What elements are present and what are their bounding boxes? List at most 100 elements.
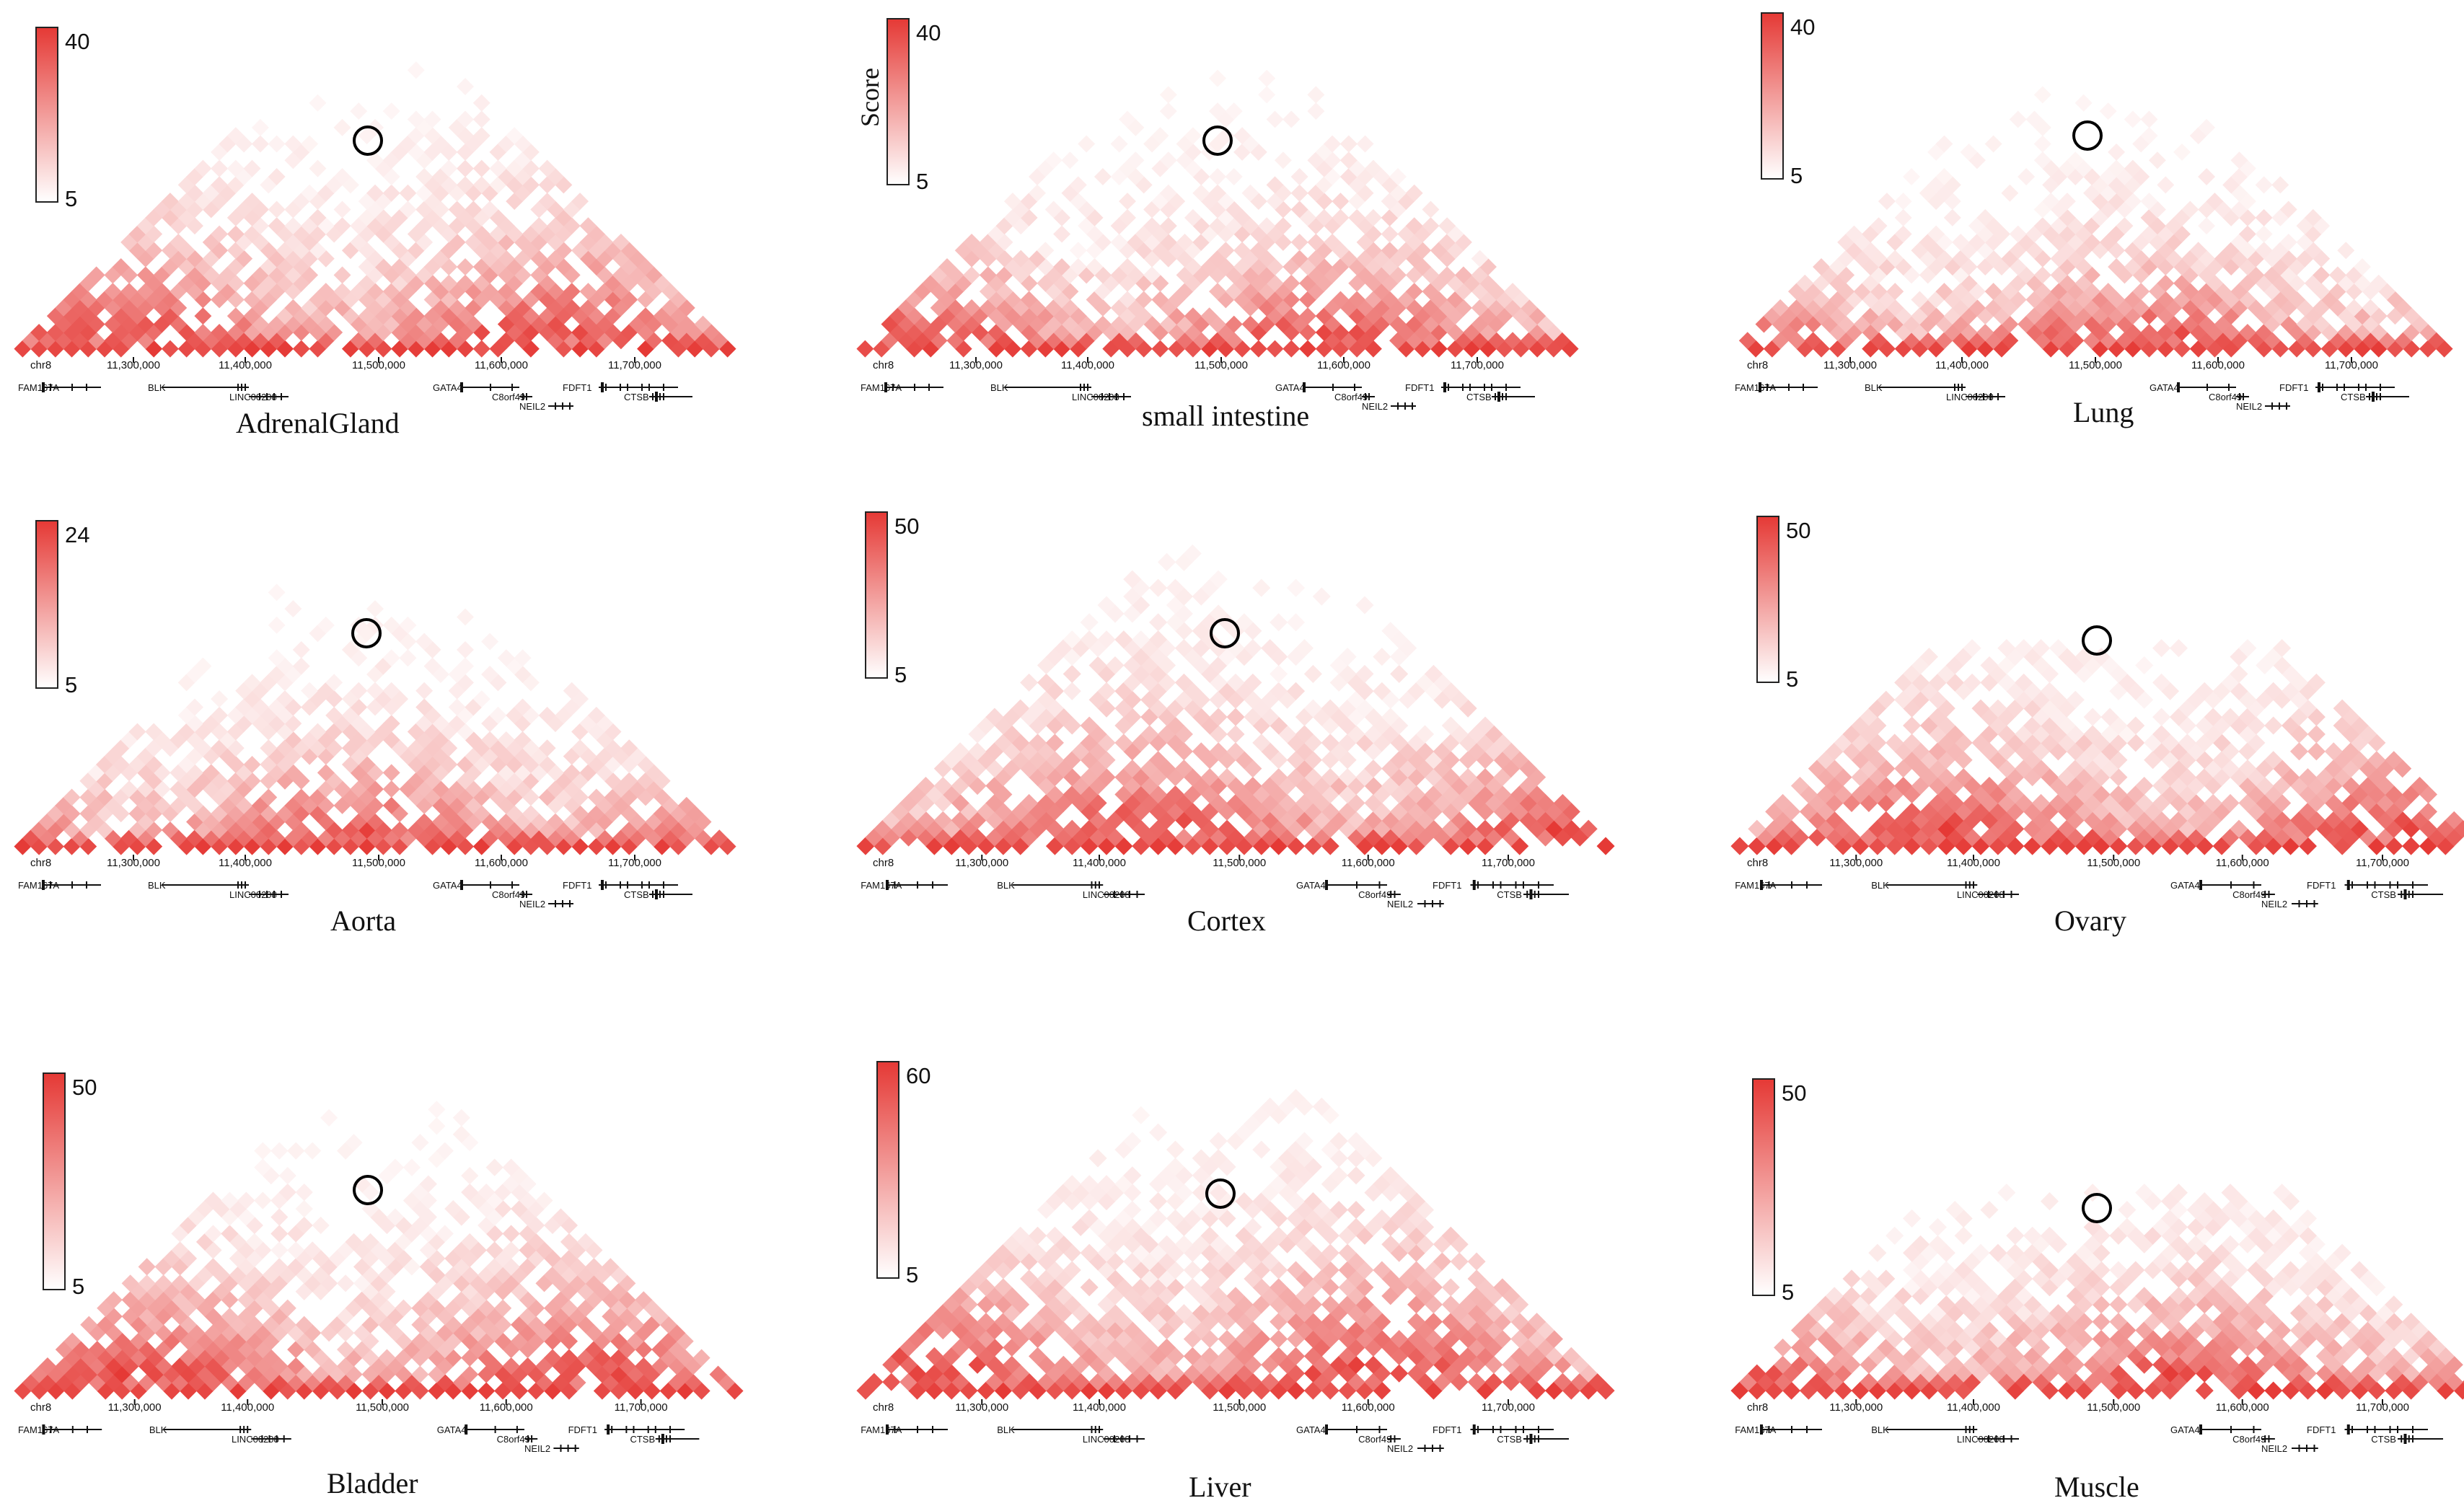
gene-exon-block (2318, 382, 2320, 392)
colorbar (1757, 516, 1779, 682)
axis-tick-label: 11,500,000 (1213, 1401, 1266, 1414)
heatmap-cell (428, 1101, 445, 1118)
heatmap-cell (1258, 86, 1275, 103)
heatmap-cell (2307, 742, 2326, 760)
gene-label: NEIL2 (524, 1443, 550, 1454)
axis-tick-label: 11,400,000 (219, 359, 272, 371)
gene-exon-block (1473, 880, 1476, 890)
heatmap-cell (279, 1167, 296, 1184)
heatmap-cell (1267, 340, 1284, 358)
heatmap-cell (138, 1258, 156, 1275)
heatmap-cell (194, 307, 211, 325)
heatmap-cell (2290, 742, 2308, 760)
gene-label: GATA4 (433, 880, 462, 891)
gene-exon-block (2347, 880, 2350, 890)
colorbar-max-label: 40 (1790, 14, 1815, 40)
heatmap-cell (1209, 168, 1226, 185)
gene-label: FAM167A (18, 382, 59, 393)
axis-tick-label: 11,300,000 (955, 857, 1008, 869)
gene-label: BLK (990, 382, 1008, 393)
heatmap-cell (287, 1142, 304, 1160)
heatmap-cell (270, 1241, 288, 1259)
heatmap-cell (309, 94, 326, 112)
heatmap-cell (2108, 144, 2125, 161)
gene-label: FDFT1 (563, 880, 591, 891)
heatmap-cell (1307, 102, 1324, 120)
gene-label: BLK (148, 382, 166, 393)
axis-tick-label: 11,300,000 (955, 1401, 1008, 1414)
heatmap-cell (882, 1373, 900, 1391)
axis-tick-label: 11,700,000 (1482, 1401, 1535, 1414)
colorbar-max-label: 50 (72, 1075, 97, 1100)
chromosome-label: chr8 (873, 1401, 894, 1414)
gene-label: NEIL2 (1362, 401, 1388, 412)
heatmap-cell (1226, 708, 1244, 726)
gene-label: NEIL2 (519, 899, 545, 909)
gene-exon-block (2404, 889, 2407, 899)
colorbar (1761, 13, 1783, 179)
axis-tick-label: 11,600,000 (1342, 1401, 1395, 1414)
gene-label: FAM167A (861, 1424, 902, 1435)
heatmap-cell (2157, 176, 2174, 193)
heatmap-cell (457, 258, 474, 276)
heatmap (1730, 1184, 2464, 1399)
gene-label: GATA4 (2150, 382, 2179, 393)
gene-label: BLK (1865, 382, 1883, 393)
axis-tick-label: 11,300,000 (107, 359, 160, 371)
heatmap (1730, 639, 2464, 855)
heatmap-cell (1985, 136, 2002, 153)
gene-label: NEIL2 (519, 401, 545, 412)
axis-tick-label: 11,600,000 (480, 1401, 533, 1414)
heatmap-cell (1250, 340, 1267, 358)
gene-label: LINC00208 (1083, 1434, 1130, 1445)
heatmap-cell (2173, 144, 2191, 161)
gene-label: CTSB (624, 392, 649, 402)
gene-label: CTSB (2371, 889, 2396, 900)
axis-tick-label: 11,400,000 (221, 1401, 274, 1414)
heatmap-cell (1094, 168, 1112, 185)
heatmap-cell (2256, 209, 2273, 226)
heatmap-cell (1078, 136, 1095, 153)
heatmap-cell (856, 340, 874, 358)
gene-label: NEIL2 (2261, 899, 2287, 909)
heatmap-cell (1282, 340, 1300, 358)
heatmap-cell (1313, 588, 1331, 606)
colorbar-title: Score (855, 68, 884, 127)
heatmap-cell (2001, 185, 2018, 202)
heatmap-cell (366, 600, 384, 617)
heatmap-cell (334, 201, 351, 218)
gene-label: GATA4 (433, 382, 462, 393)
heatmap-cell (270, 1208, 288, 1225)
axis-tick-label: 11,700,000 (615, 1401, 668, 1414)
heatmap-cell (2307, 725, 2326, 743)
heatmap-cell (1258, 70, 1275, 87)
heatmap-cell (457, 78, 474, 95)
heatmap-cell (1340, 136, 1358, 153)
axis-tick-label: 11,700,000 (1482, 857, 1535, 869)
chromosome-label: chr8 (30, 1401, 51, 1414)
axis-tick-label: 11,400,000 (219, 857, 272, 869)
heatmap-cell (1132, 1106, 1150, 1124)
heatmap-cell (1210, 1132, 1228, 1150)
heatmap-cell (2256, 176, 2273, 193)
heatmap-cell (2010, 110, 2027, 128)
heatmap-cell (1160, 102, 1177, 120)
tissue-label: Liver (1189, 1471, 1251, 1503)
heatmap-cell (383, 764, 400, 781)
chromosome-label: chr8 (30, 857, 51, 869)
axis-tick-label: 11,300,000 (949, 359, 1003, 371)
gene-label: GATA4 (1296, 1424, 1326, 1435)
heatmap-cell (1158, 553, 1176, 571)
gene-exon-block (655, 889, 658, 899)
heatmap-cell (268, 583, 286, 601)
